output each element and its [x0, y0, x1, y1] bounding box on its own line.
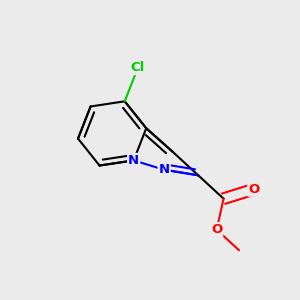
Text: Cl: Cl [131, 61, 145, 74]
Text: O: O [211, 223, 222, 236]
Text: O: O [248, 183, 260, 196]
Text: N: N [128, 154, 139, 167]
Text: N: N [159, 163, 170, 176]
